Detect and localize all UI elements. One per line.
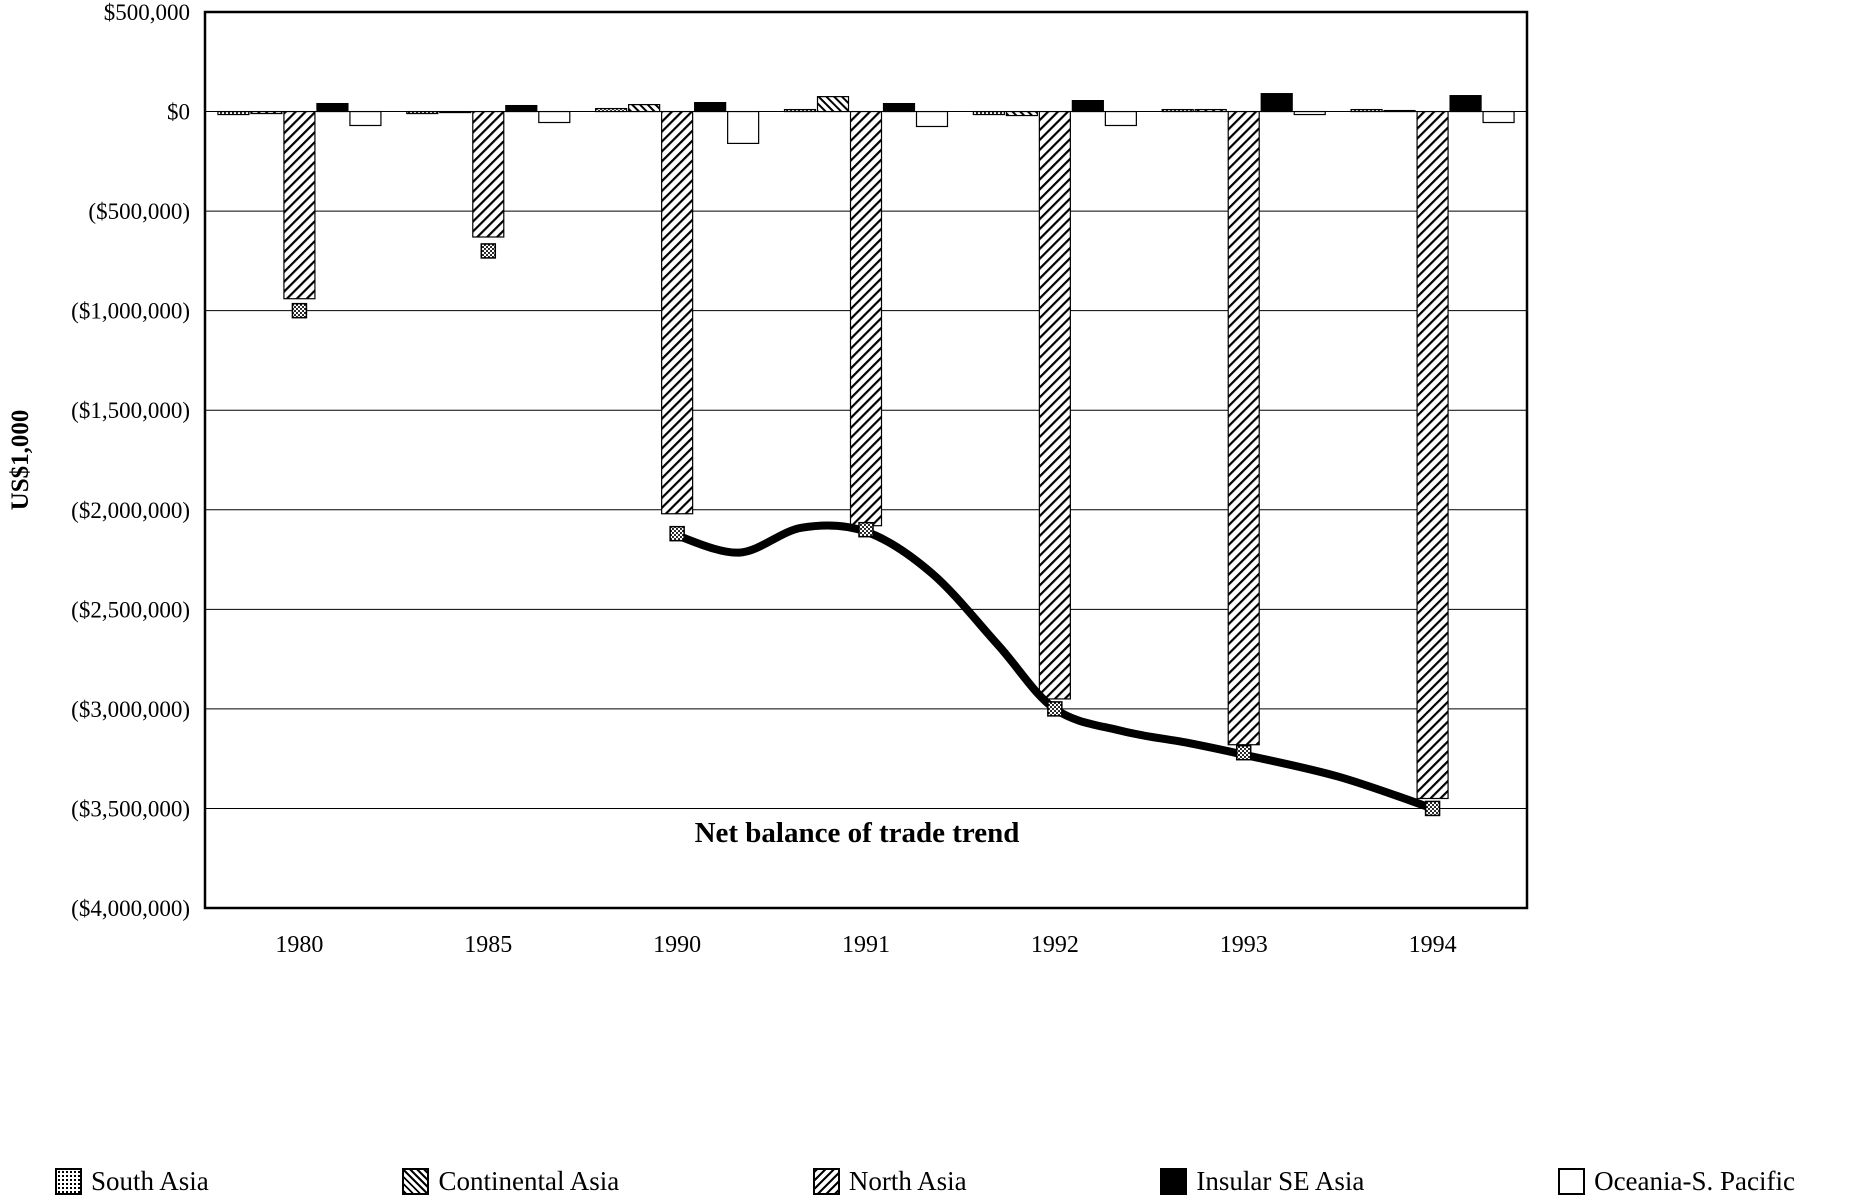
trend-marker-1980 [291, 302, 308, 319]
bar-continental-asia-1985 [439, 110, 472, 114]
bars [217, 93, 1515, 800]
y-tick-label: ($1,500,000) [71, 398, 190, 423]
bar-continental-asia-1991 [816, 96, 850, 113]
legend-label-insular-se-asia: Insular SE Asia [1196, 1166, 1365, 1196]
legend-swatch-south-asia [55, 1168, 82, 1195]
trend-marker-1994 [1424, 800, 1441, 817]
legend-label-north-asia: North Asia [848, 1166, 967, 1196]
bar-north-asia-1991 [849, 110, 883, 527]
legend-label-oceania-s-pacific: Oceania-S. Pacific [1594, 1166, 1795, 1196]
net-balance-trend-path [673, 521, 1437, 813]
bar-oceania-s-pacific-1992 [1104, 110, 1137, 127]
trend-annotation: Net balance of trade trend [695, 817, 1020, 849]
x-tick-label-1980: 1980 [275, 932, 323, 958]
y-axis-title: US$1,000 [7, 410, 34, 511]
y-tick-label: ($1,000,000) [71, 299, 190, 324]
y-tick-label: ($500,000) [88, 199, 190, 224]
legend-swatch-insular-se-asia [1160, 1168, 1188, 1195]
bar-north-asia-1980 [283, 110, 316, 300]
y-axis-tick-labels: $500,000 $0 ($500,000) ($1,000,000) ($1,500,… [71, 0, 190, 921]
bar-south-asia-1993 [1161, 108, 1194, 113]
legend-swatch-north-asia [812, 1168, 840, 1195]
x-axis-tick-labels: 1980 1985 1990 1991 1992 1993 1994 [275, 932, 1456, 958]
bar-insular-se-asia-1994 [1449, 95, 1482, 113]
plot-border [203, 10, 1529, 910]
bar-south-asia-1990 [595, 107, 628, 113]
bar-south-asia-1992 [972, 110, 1005, 116]
y-tick-label: ($2,500,000) [71, 597, 190, 622]
legend-label-south-asia: South Asia [91, 1166, 209, 1196]
bar-insular-se-asia-1980 [316, 102, 349, 113]
legend-item-insular-se-asia: Insular SE Asia [1160, 1168, 1364, 1195]
y-tick-label: ($4,000,000) [71, 896, 190, 921]
bar-insular-se-asia-1991 [882, 102, 916, 113]
bar-north-asia-1994 [1416, 110, 1449, 800]
bar-oceania-s-pacific-1990 [727, 110, 760, 145]
y-tick-label: $500,000 [104, 0, 190, 25]
bar-continental-asia-1994 [1383, 109, 1416, 113]
trend-marker-1991 [858, 521, 874, 538]
bar-continental-asia-1993 [1194, 108, 1227, 113]
bar-north-asia-1993 [1227, 110, 1260, 746]
legend-item-continental-asia: Continental Asia [402, 1168, 619, 1195]
chart-legend: South Asia Continental Asia North Asia Insu… [0, 1168, 1850, 1195]
y-tick-label: ($2,000,000) [71, 498, 190, 523]
bar-oceania-s-pacific-1991 [915, 110, 949, 128]
x-tick-label-1992: 1992 [1031, 932, 1079, 958]
legend-label-continental-asia: Continental Asia [438, 1166, 620, 1196]
x-tick-label-1991: 1991 [842, 932, 890, 958]
bar-insular-se-asia-1985 [505, 104, 538, 113]
legend-item-north-asia: North Asia [812, 1166, 967, 1196]
trend-marker-1985 [480, 243, 497, 259]
bar-north-asia-1985 [472, 110, 505, 238]
bar-north-asia-1992 [1038, 110, 1071, 700]
bar-continental-asia-1992 [1005, 110, 1038, 117]
legend-swatch-continental-asia [402, 1168, 430, 1195]
x-tick-label-1985: 1985 [464, 932, 512, 958]
trend-line [673, 521, 1437, 813]
legend-item-south-asia: South Asia [55, 1168, 209, 1195]
bar-north-asia-1990 [661, 110, 694, 515]
y-tick-label: $0 [167, 100, 190, 125]
bar-south-asia-1994 [1350, 108, 1383, 113]
bar-oceania-s-pacific-1993 [1293, 110, 1326, 116]
y-tick-label: ($3,500,000) [71, 796, 190, 821]
bar-south-asia-1985 [406, 110, 439, 115]
x-tick-label-1994: 1994 [1409, 932, 1457, 958]
bar-south-asia-1980 [217, 110, 250, 116]
legend-swatch-oceania-s-pacific [1558, 1168, 1586, 1195]
bar-oceania-s-pacific-1980 [349, 110, 382, 127]
trend-markers [291, 243, 1441, 817]
bar-insular-se-asia-1993 [1260, 93, 1293, 113]
legend-item-oceania-s-pacific: Oceania-S. Pacific [1558, 1168, 1795, 1195]
y-tick-label: ($3,000,000) [71, 697, 190, 722]
trend-marker-1990 [669, 525, 685, 542]
x-tick-label-1990: 1990 [653, 932, 701, 958]
bar-continental-asia-1980 [250, 110, 283, 115]
bar-continental-asia-1990 [628, 103, 661, 113]
bar-oceania-s-pacific-1994 [1482, 110, 1515, 124]
trend-marker-1992 [1047, 701, 1063, 717]
trade-balance-chart: $500,000 $0 ($500,000) ($1,000,000) ($1,500,… [7, 0, 1529, 958]
x-tick-label-1993: 1993 [1220, 932, 1268, 958]
bar-oceania-s-pacific-1985 [538, 110, 571, 124]
bar-insular-se-asia-1990 [694, 101, 727, 113]
bar-insular-se-asia-1992 [1071, 100, 1104, 113]
trend-marker-1993 [1235, 744, 1252, 761]
bar-south-asia-1991 [783, 108, 817, 113]
